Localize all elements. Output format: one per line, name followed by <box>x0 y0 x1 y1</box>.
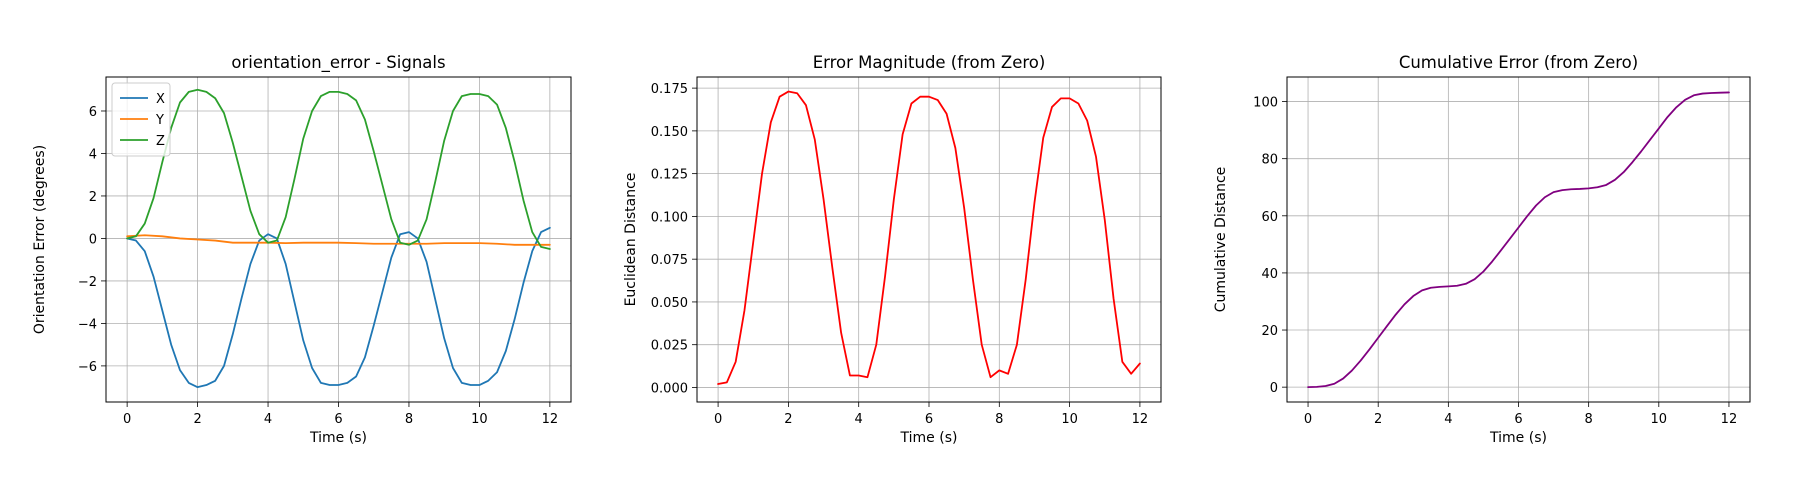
y-tick-label: 0.150 <box>651 125 688 140</box>
x-tick-label: 6 <box>334 412 342 427</box>
x-tick-label: 10 <box>1651 412 1668 427</box>
series-line-y <box>126 234 551 246</box>
x-tick-label: 10 <box>1061 412 1078 427</box>
x-axis-label: Time (s) <box>309 430 367 446</box>
y-axis-label: Euclidean Distance <box>623 173 639 307</box>
legend-label-x: X <box>156 92 165 107</box>
x-tick-label: 0 <box>123 412 131 427</box>
error-magnitude-chart: 0 2 4 6 8 10 12 0.000 0.025 0.050 0.075 0.100 0.125 0… <box>623 53 1162 446</box>
x-tick-label: 6 <box>1514 412 1522 427</box>
x-axis-label: Time (s) <box>1489 430 1547 446</box>
y-tick-label: 2 <box>89 190 97 205</box>
x-tick-label: 2 <box>193 412 201 427</box>
y-tick-label: 0.075 <box>651 253 688 268</box>
series-line-0 <box>717 90 1141 385</box>
y-axis-label: Cumulative Distance <box>1213 167 1229 313</box>
x-tick-label: 8 <box>1585 412 1593 427</box>
chart-title: Cumulative Error (from Zero) <box>1399 53 1638 72</box>
x-tick-label: 0 <box>1304 412 1312 427</box>
x-tick-label: 12 <box>1132 412 1149 427</box>
legend-label-y: Y <box>155 113 164 128</box>
x-tick-label: 8 <box>995 412 1003 427</box>
x-tick-label: 2 <box>1374 412 1382 427</box>
y-tick-label: 20 <box>1261 324 1278 339</box>
cumulative-error-chart: 0 2 4 6 8 10 12 0 20 40 60 80 100 Cumulative Error (f… <box>1213 53 1751 446</box>
y-tick-label: 0.025 <box>651 339 688 354</box>
x-tick-label: 4 <box>264 412 272 427</box>
x-tick-label: 6 <box>925 412 933 427</box>
x-tick-label: 2 <box>784 412 792 427</box>
x-tick-label: 4 <box>855 412 863 427</box>
x-axis-label: Time (s) <box>900 430 958 446</box>
signals-chart: 0 2 4 6 8 10 12 −6 −4 −2 0 2 4 6 orientation_error - S… <box>32 53 572 446</box>
y-tick-label: 0.175 <box>651 82 688 97</box>
y-tick-label: 0.050 <box>651 296 688 311</box>
x-tick-label: 12 <box>542 412 559 427</box>
chart-title: Error Magnitude (from Zero) <box>813 53 1046 72</box>
x-tick-label: 8 <box>405 412 413 427</box>
legend-label-z: Z <box>156 134 165 149</box>
y-tick-label: 0.100 <box>651 210 688 225</box>
y-tick-label: −4 <box>78 317 97 332</box>
y-tick-label: 0.000 <box>651 381 688 396</box>
x-tick-label: 10 <box>471 412 488 427</box>
chart-title: orientation_error - Signals <box>231 53 445 73</box>
y-tick-label: 6 <box>89 105 97 120</box>
y-tick-label: −6 <box>78 360 97 375</box>
y-tick-label: 40 <box>1261 267 1278 282</box>
y-tick-label: 0 <box>1270 381 1278 396</box>
series-line-0 <box>1307 91 1730 389</box>
y-tick-label: −2 <box>78 275 97 290</box>
legend: XYZ <box>111 82 171 157</box>
y-axis-label: Orientation Error (degrees) <box>32 145 48 334</box>
series-line-z <box>126 88 551 250</box>
y-tick-label: 80 <box>1261 153 1278 168</box>
y-tick-label: 0.125 <box>651 168 688 183</box>
series-line-x <box>126 226 551 389</box>
y-tick-label: 60 <box>1261 210 1278 225</box>
x-tick-label: 0 <box>714 412 722 427</box>
x-tick-label: 12 <box>1721 412 1738 427</box>
x-tick-label: 4 <box>1444 412 1452 427</box>
y-tick-label: 100 <box>1253 96 1278 111</box>
y-tick-label: 0 <box>89 232 97 247</box>
y-tick-label: 4 <box>89 147 97 162</box>
